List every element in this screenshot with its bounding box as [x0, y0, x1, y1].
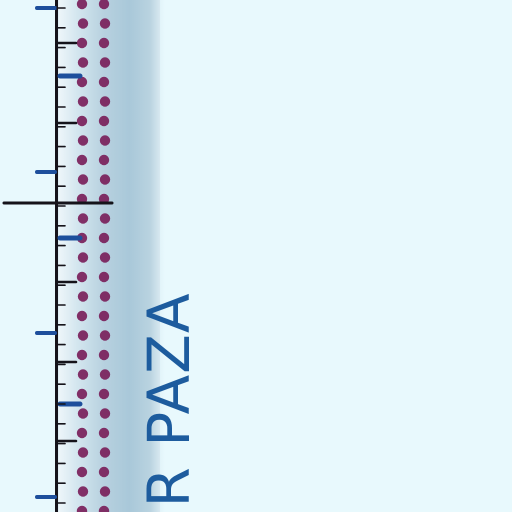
pattern-dot: [98, 76, 110, 88]
pattern-dot: [77, 330, 89, 341]
pattern-dot: [76, 37, 88, 49]
pattern-dot: [99, 252, 111, 263]
pattern-dot: [77, 96, 89, 107]
pattern-dot: [76, 466, 88, 478]
pattern-dot: [76, 349, 88, 361]
pattern-dot: [76, 76, 88, 88]
pattern-dot: [77, 18, 89, 29]
pattern-dot: [99, 369, 111, 380]
pattern-dot: [99, 57, 111, 68]
pattern-dot: [99, 135, 111, 146]
pattern-dot: [76, 115, 88, 127]
pattern-dot: [76, 271, 88, 283]
pattern-dot: [98, 466, 110, 478]
pattern-dot: [99, 408, 111, 419]
pattern-dot: [98, 505, 110, 512]
pattern-dot: [76, 388, 88, 400]
pattern-dot: [99, 174, 111, 185]
vertical-label-area: R PAZA: [141, 0, 197, 512]
pattern-dot: [77, 252, 89, 263]
pattern-dot: [76, 310, 88, 322]
pattern-dot: [98, 310, 110, 322]
pattern-dot: [98, 115, 110, 127]
pattern-dot: [98, 271, 110, 283]
pattern-dot: [77, 408, 89, 419]
pattern-dot: [98, 349, 110, 361]
pattern-dot: [76, 427, 88, 439]
pattern-dot: [99, 486, 111, 497]
pattern-dot: [77, 57, 89, 68]
pattern-dot: [98, 0, 110, 10]
vertical-label: R PAZA: [141, 292, 197, 507]
pattern-dot: [99, 18, 111, 29]
pattern-dot: [77, 486, 89, 497]
pattern-dot: [99, 291, 111, 302]
pattern-dot: [99, 96, 111, 107]
pattern-dot: [77, 135, 89, 146]
pattern-dot: [98, 427, 110, 439]
pattern-dot: [99, 330, 111, 341]
pattern-dot: [98, 388, 110, 400]
pattern-dot: [99, 447, 111, 458]
pattern-dot: [76, 505, 88, 512]
pattern-dot: [77, 291, 89, 302]
pattern-dot: [77, 447, 89, 458]
pattern-dot: [98, 37, 110, 49]
pattern-dot: [77, 213, 89, 224]
pattern-dot: [76, 0, 88, 10]
pattern-dot: [98, 154, 110, 166]
pattern-dot: [99, 213, 111, 224]
pattern-dot: [77, 174, 89, 185]
pattern-dot: [76, 154, 88, 166]
ruler-line: [55, 0, 58, 512]
pattern-dot: [98, 232, 110, 244]
pattern-dot: [77, 369, 89, 380]
